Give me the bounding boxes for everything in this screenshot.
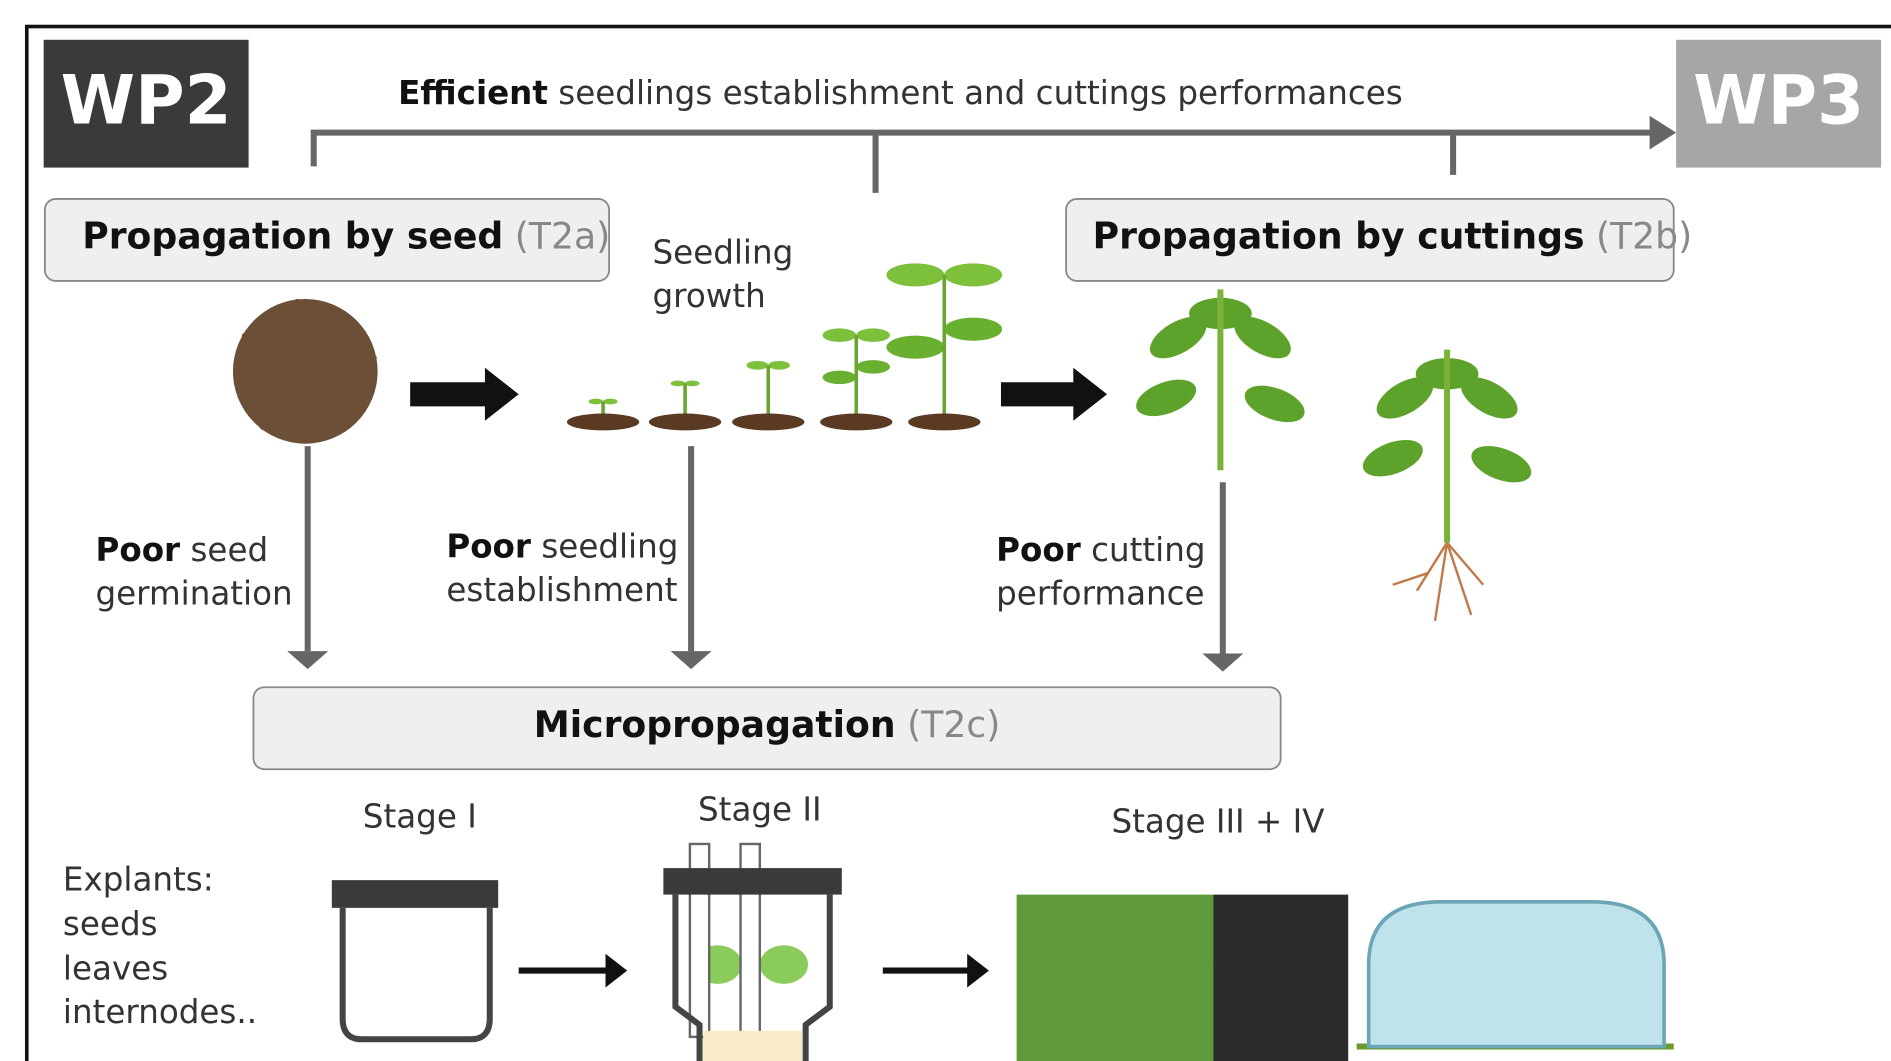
leaf xyxy=(747,361,769,370)
down-arrow-head xyxy=(287,651,328,669)
arrow-label-bold: Efficient xyxy=(398,74,548,112)
leaf xyxy=(1131,372,1201,423)
box-seed-label: Propagation by seed (T2a) xyxy=(82,215,610,258)
leaf xyxy=(589,399,603,405)
problem: Poor seedling xyxy=(446,528,678,566)
problem-bold: Poor xyxy=(446,528,531,566)
arrow-label: Efficient seedlings establishment and cu… xyxy=(398,74,1403,112)
leaf xyxy=(856,360,890,374)
problem-bold: Poor xyxy=(95,531,180,569)
explants-label: Explants: xyxy=(63,860,214,898)
problem-bold: Poor xyxy=(996,531,1081,569)
stage-label: Stage I xyxy=(363,798,477,836)
leaf xyxy=(768,361,790,370)
roots xyxy=(1393,543,1483,621)
leaf xyxy=(1358,433,1428,484)
leaf xyxy=(685,381,699,387)
down-arrow-head xyxy=(671,651,712,669)
soil xyxy=(820,414,892,431)
problem: establishment xyxy=(446,571,677,609)
explants-item: internodes.. xyxy=(63,993,257,1031)
leaf xyxy=(823,328,857,342)
problem-text: cutting xyxy=(1091,531,1205,569)
leaf xyxy=(856,328,890,342)
wp2-label: WP2 xyxy=(61,60,232,139)
leaf xyxy=(886,336,944,359)
stage-label: Stage II xyxy=(698,790,822,828)
photo xyxy=(1017,895,1214,1061)
soil xyxy=(567,414,639,431)
soil xyxy=(649,414,721,431)
problem: Poor seed xyxy=(95,531,268,569)
photo xyxy=(1213,895,1348,1061)
leaf xyxy=(603,399,617,405)
box-code: (T2a) xyxy=(515,215,610,258)
leaf xyxy=(886,263,944,286)
jar xyxy=(343,908,490,1039)
wp3-label: WP3 xyxy=(1693,60,1864,139)
box-code: (T2b) xyxy=(1596,215,1692,258)
problem: performance xyxy=(996,575,1204,613)
jar-lid xyxy=(332,880,498,908)
leaf xyxy=(944,263,1002,286)
plantlet xyxy=(760,945,808,984)
box-title: Propagation by seed xyxy=(82,215,503,258)
box-title: Micropropagation xyxy=(534,703,896,746)
leaf xyxy=(671,381,685,387)
box-title: Propagation by cuttings xyxy=(1093,215,1585,258)
box-micro-label: Micropropagation (T2c) xyxy=(534,703,1001,746)
problem: Poor cutting xyxy=(996,531,1205,569)
down-arrow-head xyxy=(1202,653,1243,671)
jar-lid xyxy=(663,868,841,895)
diagram: WP2 WP3 Efficient seedlings establishmen… xyxy=(0,0,1891,1061)
problem-text: seedling xyxy=(541,528,678,566)
leaf xyxy=(944,318,1002,341)
arrow-label-text: seedlings establishment and cuttings per… xyxy=(558,74,1402,112)
black-arrow xyxy=(1001,368,1107,421)
seedling-label: growth xyxy=(653,277,766,315)
seed-pile xyxy=(233,299,378,444)
explants-item: seeds xyxy=(63,905,158,943)
leaf xyxy=(1467,439,1537,490)
soil xyxy=(908,414,980,431)
body: WP2 WP3 Efficient seedlings establishmen… xyxy=(0,0,1891,1061)
seedling-label: Seedling xyxy=(653,233,794,271)
greenhouse xyxy=(1369,902,1664,1047)
problem: germination xyxy=(95,575,292,613)
box-code: (T2c) xyxy=(907,703,1000,746)
black-arrow xyxy=(410,368,519,421)
medium xyxy=(703,1031,802,1061)
problem-text: seed xyxy=(190,531,268,569)
explants-item: leaves xyxy=(63,950,168,988)
leaf xyxy=(1240,378,1310,429)
timeline-arrow xyxy=(314,133,1655,193)
stage-label: Stage III + IV xyxy=(1111,802,1324,840)
page: {"header": {"left_label": "WP2", "right_… xyxy=(0,0,1891,1061)
box-cuttings-label: Propagation by cuttings (T2b) xyxy=(1093,215,1693,258)
soil xyxy=(732,414,804,431)
leaf xyxy=(823,371,857,385)
